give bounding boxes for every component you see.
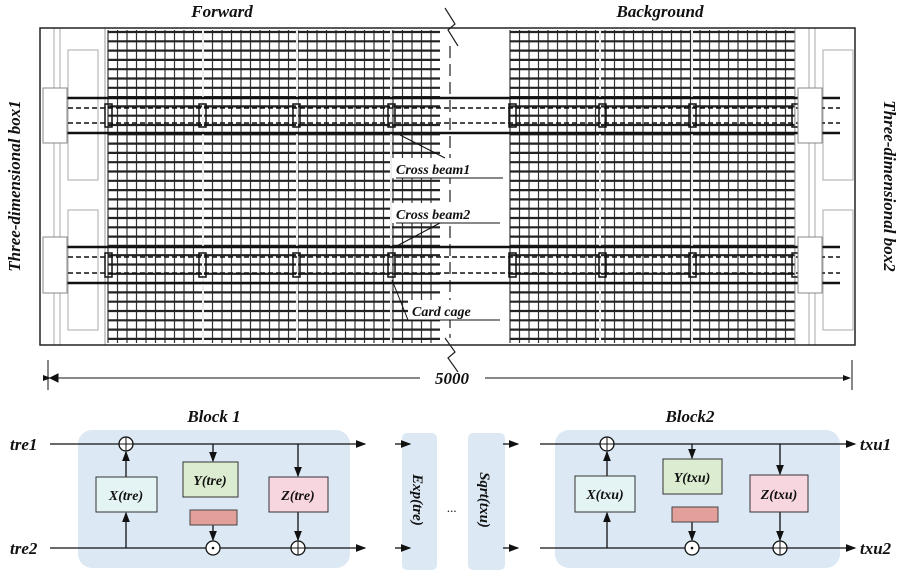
z-tre-box (268, 476, 329, 513)
sqrt-label: Sqrt(txu) (476, 472, 492, 528)
break-gap (441, 29, 509, 344)
cross-beams (42, 87, 840, 294)
card-cage-clamp (598, 103, 607, 128)
cross-beam1-leader (399, 134, 446, 159)
card-cage-clamp (387, 252, 396, 278)
exp-label: Exp(tre) (409, 473, 425, 526)
card-cage-clamp (688, 103, 697, 128)
callouts: Cross beam1 Cross beam2 Card cage (391, 134, 504, 321)
output-txu1: txu1 (860, 435, 891, 454)
x-tre-box (95, 476, 158, 513)
sqrt-strip (468, 433, 505, 570)
box-panel (67, 209, 99, 331)
dimension-value: 5000 (435, 369, 470, 388)
block2-title: Block2 (664, 407, 715, 426)
y-tre-box (182, 461, 239, 498)
card-cage-clamp (508, 103, 517, 128)
block1-title: Block 1 (186, 407, 240, 426)
box-bracket (797, 236, 823, 294)
box-panel (67, 49, 99, 181)
odot-icon-dot (211, 546, 215, 550)
cross-beam1-bg (392, 158, 504, 178)
outer-frame (39, 27, 856, 346)
background-label: Background (616, 2, 704, 21)
odot-icon-dot (690, 546, 694, 550)
dimension-line (43, 360, 853, 390)
card-cage-clamp (688, 252, 697, 278)
y-txu-box (662, 458, 723, 495)
block1-operators (118, 436, 306, 556)
frame-rect (39, 27, 856, 346)
card-cage-clamp (292, 103, 301, 128)
z-txu-box (749, 474, 809, 513)
ellipsis: ... (447, 500, 457, 515)
card-cage-clamp (508, 252, 517, 278)
box2-label: Three-dimensional box2 (880, 100, 899, 272)
card-cage-clamp (198, 252, 207, 278)
card-cage-bg (408, 300, 500, 320)
y-txu-label: Y(txu) (674, 471, 711, 486)
input-tre1: tre1 (10, 435, 37, 454)
output-txu2: txu2 (860, 539, 892, 558)
card-cage-clamp (104, 252, 113, 278)
x-tre-label: X(tre) (108, 489, 143, 504)
card-cage-clamp (598, 252, 607, 278)
forward-label: Forward (190, 2, 253, 21)
box-bracket (42, 87, 68, 144)
input-tre2: tre2 (10, 539, 38, 558)
card-cage-clamp (387, 103, 396, 128)
box-end (794, 27, 856, 346)
box-end (39, 27, 106, 346)
block2-operators (599, 436, 788, 556)
cross-beam2-leader (394, 222, 441, 248)
box-bracket (42, 236, 68, 294)
block2-bg (555, 430, 840, 568)
break-symbol-top (444, 7, 459, 47)
z-txu-label: Z(txu) (760, 488, 798, 503)
card-cage-clamp (198, 103, 207, 128)
strip-arrows (395, 440, 520, 552)
box-bracket (797, 87, 823, 144)
y-tre-bar (189, 509, 238, 526)
card-cage-clamp (104, 103, 113, 128)
cross-beam2-label: Cross beam2 (396, 208, 470, 223)
cross-beam2-bg (392, 203, 502, 223)
box1-label: Three-dimensional box1 (5, 100, 24, 271)
block1-bg (78, 430, 350, 568)
x-txu-label: X(txu) (585, 488, 623, 503)
card-cage-clamp (292, 252, 301, 278)
y-txu-bar (671, 506, 719, 523)
exp-strip (402, 433, 437, 570)
box-panel (822, 49, 854, 181)
card-cage-leader (391, 279, 409, 321)
y-tre-label: Y(tre) (193, 474, 226, 489)
cross-beam1-label: Cross beam1 (396, 163, 470, 178)
card-cage-label: Card cage (412, 305, 471, 320)
break-symbol-bottom (444, 337, 459, 373)
break-marks (441, 7, 509, 373)
z-tre-label: Z(tre) (280, 489, 314, 504)
x-txu-box (574, 475, 636, 513)
dim-arrowhead-left (48, 373, 59, 383)
box-panel (822, 209, 854, 331)
